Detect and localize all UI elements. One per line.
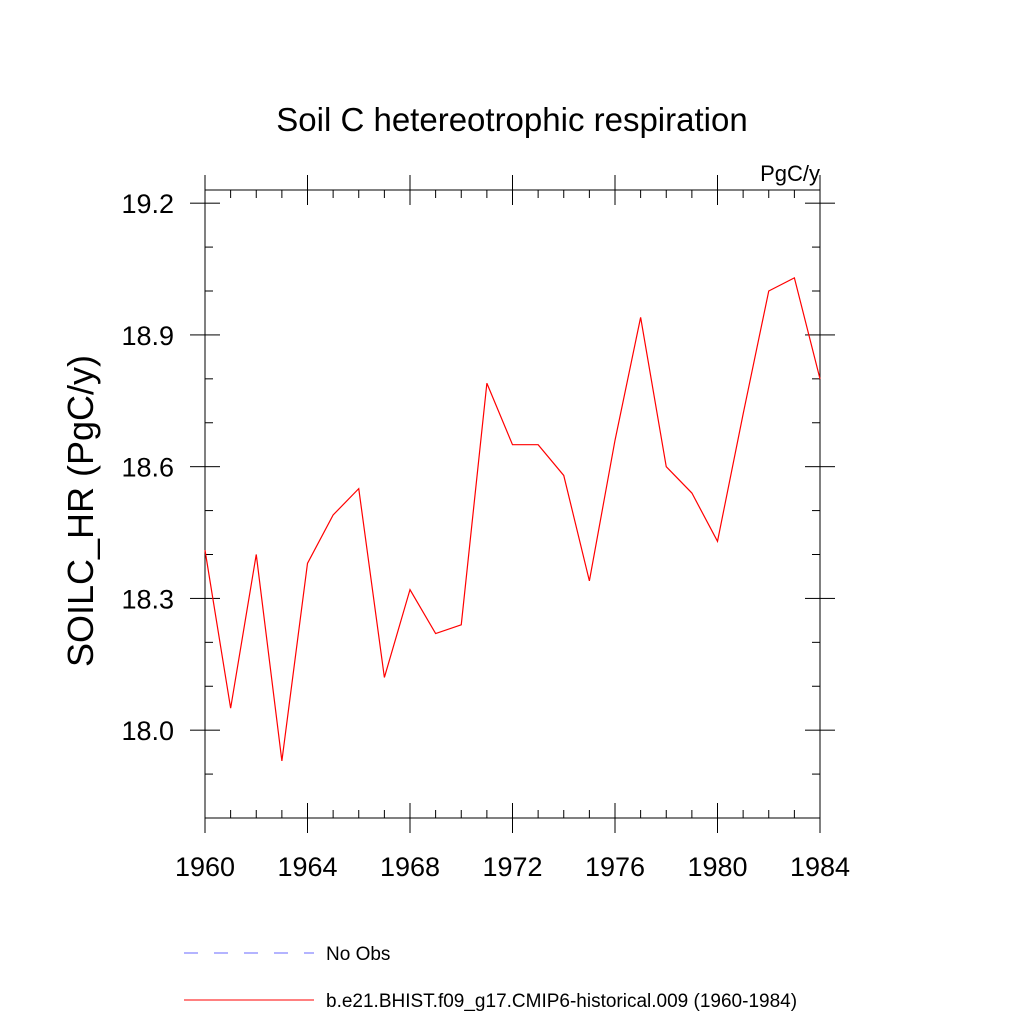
y-tick-label: 19.2 bbox=[121, 189, 174, 219]
y-tick-label: 18.0 bbox=[121, 716, 174, 746]
y-tick-label: 18.9 bbox=[121, 321, 174, 351]
legend: No Obs b.e21.BHIST.f09_g17.CMIP6-historic… bbox=[184, 944, 797, 1012]
series-line bbox=[204, 276, 821, 761]
x-tick-label: 1972 bbox=[482, 852, 542, 882]
legend-label: b.e21.BHIST.f09_g17.CMIP6-historical.009… bbox=[326, 991, 797, 1012]
minor-ticks bbox=[205, 190, 820, 819]
series-layer bbox=[204, 276, 821, 761]
x-tick-label: 1980 bbox=[687, 852, 747, 882]
x-tick-label: 1960 bbox=[175, 852, 235, 882]
x-tick-labels: 1960 1964 1968 1972 1976 1980 1984 bbox=[175, 852, 850, 882]
major-ticks bbox=[190, 175, 835, 833]
plot-frame bbox=[204, 189, 821, 819]
y-tick-labels: 18.0 18.3 18.6 18.9 19.2 bbox=[121, 189, 174, 746]
y-tick-label: 18.6 bbox=[121, 453, 174, 483]
x-tick-label: 1968 bbox=[380, 852, 440, 882]
y-axis-label: SOILC_HR (PgC/y) bbox=[60, 355, 101, 667]
chart-title: Soil C hetereotrophic respiration bbox=[276, 101, 747, 138]
units-label: PgC/y bbox=[760, 161, 820, 186]
legend-label: No Obs bbox=[326, 944, 390, 965]
x-tick-label: 1964 bbox=[277, 852, 337, 882]
y-tick-label: 18.3 bbox=[121, 584, 174, 614]
x-tick-label: 1984 bbox=[790, 852, 850, 882]
x-tick-label: 1976 bbox=[585, 852, 645, 882]
